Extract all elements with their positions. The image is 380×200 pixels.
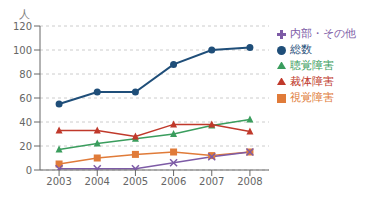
svg-text:100: 100 (13, 45, 32, 56)
svg-text:0: 0 (26, 165, 32, 176)
svg-text:人: 人 (19, 8, 30, 21)
html-text:聴覚障害: 聴覚障害 (290, 59, 334, 72)
html-text:視覚障害: 視覚障害 (290, 91, 334, 104)
svg-text:60: 60 (19, 93, 32, 104)
svg-text:2005: 2005 (123, 176, 148, 187)
svg-text:2003: 2003 (46, 176, 71, 187)
html-text:総数: 総数 (290, 43, 312, 56)
svg-text:80: 80 (19, 69, 32, 80)
svg-text:2007: 2007 (199, 176, 224, 187)
svg-text:120: 120 (13, 21, 32, 32)
html-text:内部・その他: 内部・その他 (290, 27, 356, 40)
svg-text:20: 20 (19, 141, 32, 152)
svg-text:2004: 2004 (85, 176, 110, 187)
svg-text:2008: 2008 (237, 176, 262, 187)
html-text:裁体障害: 裁体障害 (290, 75, 334, 88)
svg-text:40: 40 (19, 117, 32, 128)
svg-text:2006: 2006 (161, 176, 186, 187)
